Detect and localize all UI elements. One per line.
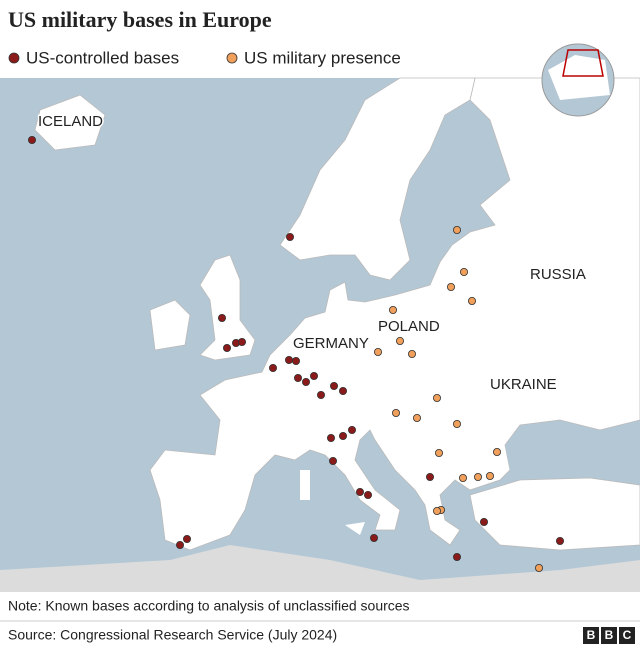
iceland [34,94,106,151]
base-dot [175,541,184,550]
base-dot [446,282,455,291]
base-dot [425,472,434,481]
note: Note: Known bases according to analysis … [8,598,410,614]
base-dot [452,553,461,562]
base-dot [316,390,325,399]
sardinia [300,470,310,500]
base-dot [395,336,404,345]
country-label: ICELAND [38,113,103,130]
base-dot [432,506,441,515]
base-dot [285,232,294,241]
turkey [469,477,640,551]
base-dot [355,487,364,496]
base-dot [369,534,378,543]
ireland [149,299,191,351]
base-dot [434,448,443,457]
base-dot [452,225,461,234]
base-dot [432,393,441,402]
base-dot [268,363,277,372]
base-dot [222,343,231,352]
base-dot [326,433,335,442]
logo-box [619,627,635,644]
base-dot [237,337,246,346]
africa [0,545,640,592]
base-dot [338,431,347,440]
map: ICELAND GERMANY POLAND RUSSIA UKRAINE [0,43,640,592]
base-dot [535,564,544,573]
base-dot [338,386,347,395]
base-dot [182,535,191,544]
legend-label: US-controlled bases [26,48,179,67]
base-dot [407,349,416,358]
base-dot [291,356,300,365]
logo-letter: B [587,628,596,642]
base-dot [301,377,310,386]
country-label: GERMANY [293,335,369,352]
base-dot [293,373,302,382]
legend: US-controlled bases US military presence [8,48,401,67]
legend-label: US military presence [244,48,401,67]
base-dot [309,371,318,380]
black-sea [505,425,600,478]
bases [27,135,565,573]
title: US military bases in Europe [8,7,272,32]
map-labels: ICELAND GERMANY POLAND RUSSIA UKRAINE [37,111,588,394]
logo-letter: B [605,628,614,642]
base-dot [412,413,421,422]
globe-land [548,55,610,100]
base-dot [391,408,400,417]
sicily [345,522,365,535]
source: Source: Congressional Research Service (… [8,627,337,643]
legend-swatch [226,52,238,64]
base-dot [479,518,488,527]
base-dot [458,473,467,482]
base-dot [492,447,501,456]
logo-box [583,627,599,644]
logo-letter: C [623,628,632,642]
base-dot [329,381,338,390]
base-dot [328,456,337,465]
base-dot [388,305,397,314]
britain [199,254,256,361]
base-dot [347,425,356,434]
legend-swatch [8,52,20,64]
country-label: RUSSIA [530,266,586,283]
country-label: UKRAINE [490,376,557,393]
base-dot [473,472,482,481]
base-dot [452,419,461,428]
scandinavia [279,77,476,281]
base-dot [459,267,468,276]
continent [149,77,640,551]
footer [0,594,640,650]
base-dot [363,490,372,499]
base-dot [467,296,476,305]
base-dot [485,471,494,480]
base-dot [556,537,565,546]
base-dot [27,135,36,144]
base-dot [217,313,226,322]
country-label: POLAND [378,318,440,335]
base-dot [373,347,382,356]
base-dot [284,355,293,364]
logo-box [601,627,617,644]
globe-frame [562,49,604,77]
